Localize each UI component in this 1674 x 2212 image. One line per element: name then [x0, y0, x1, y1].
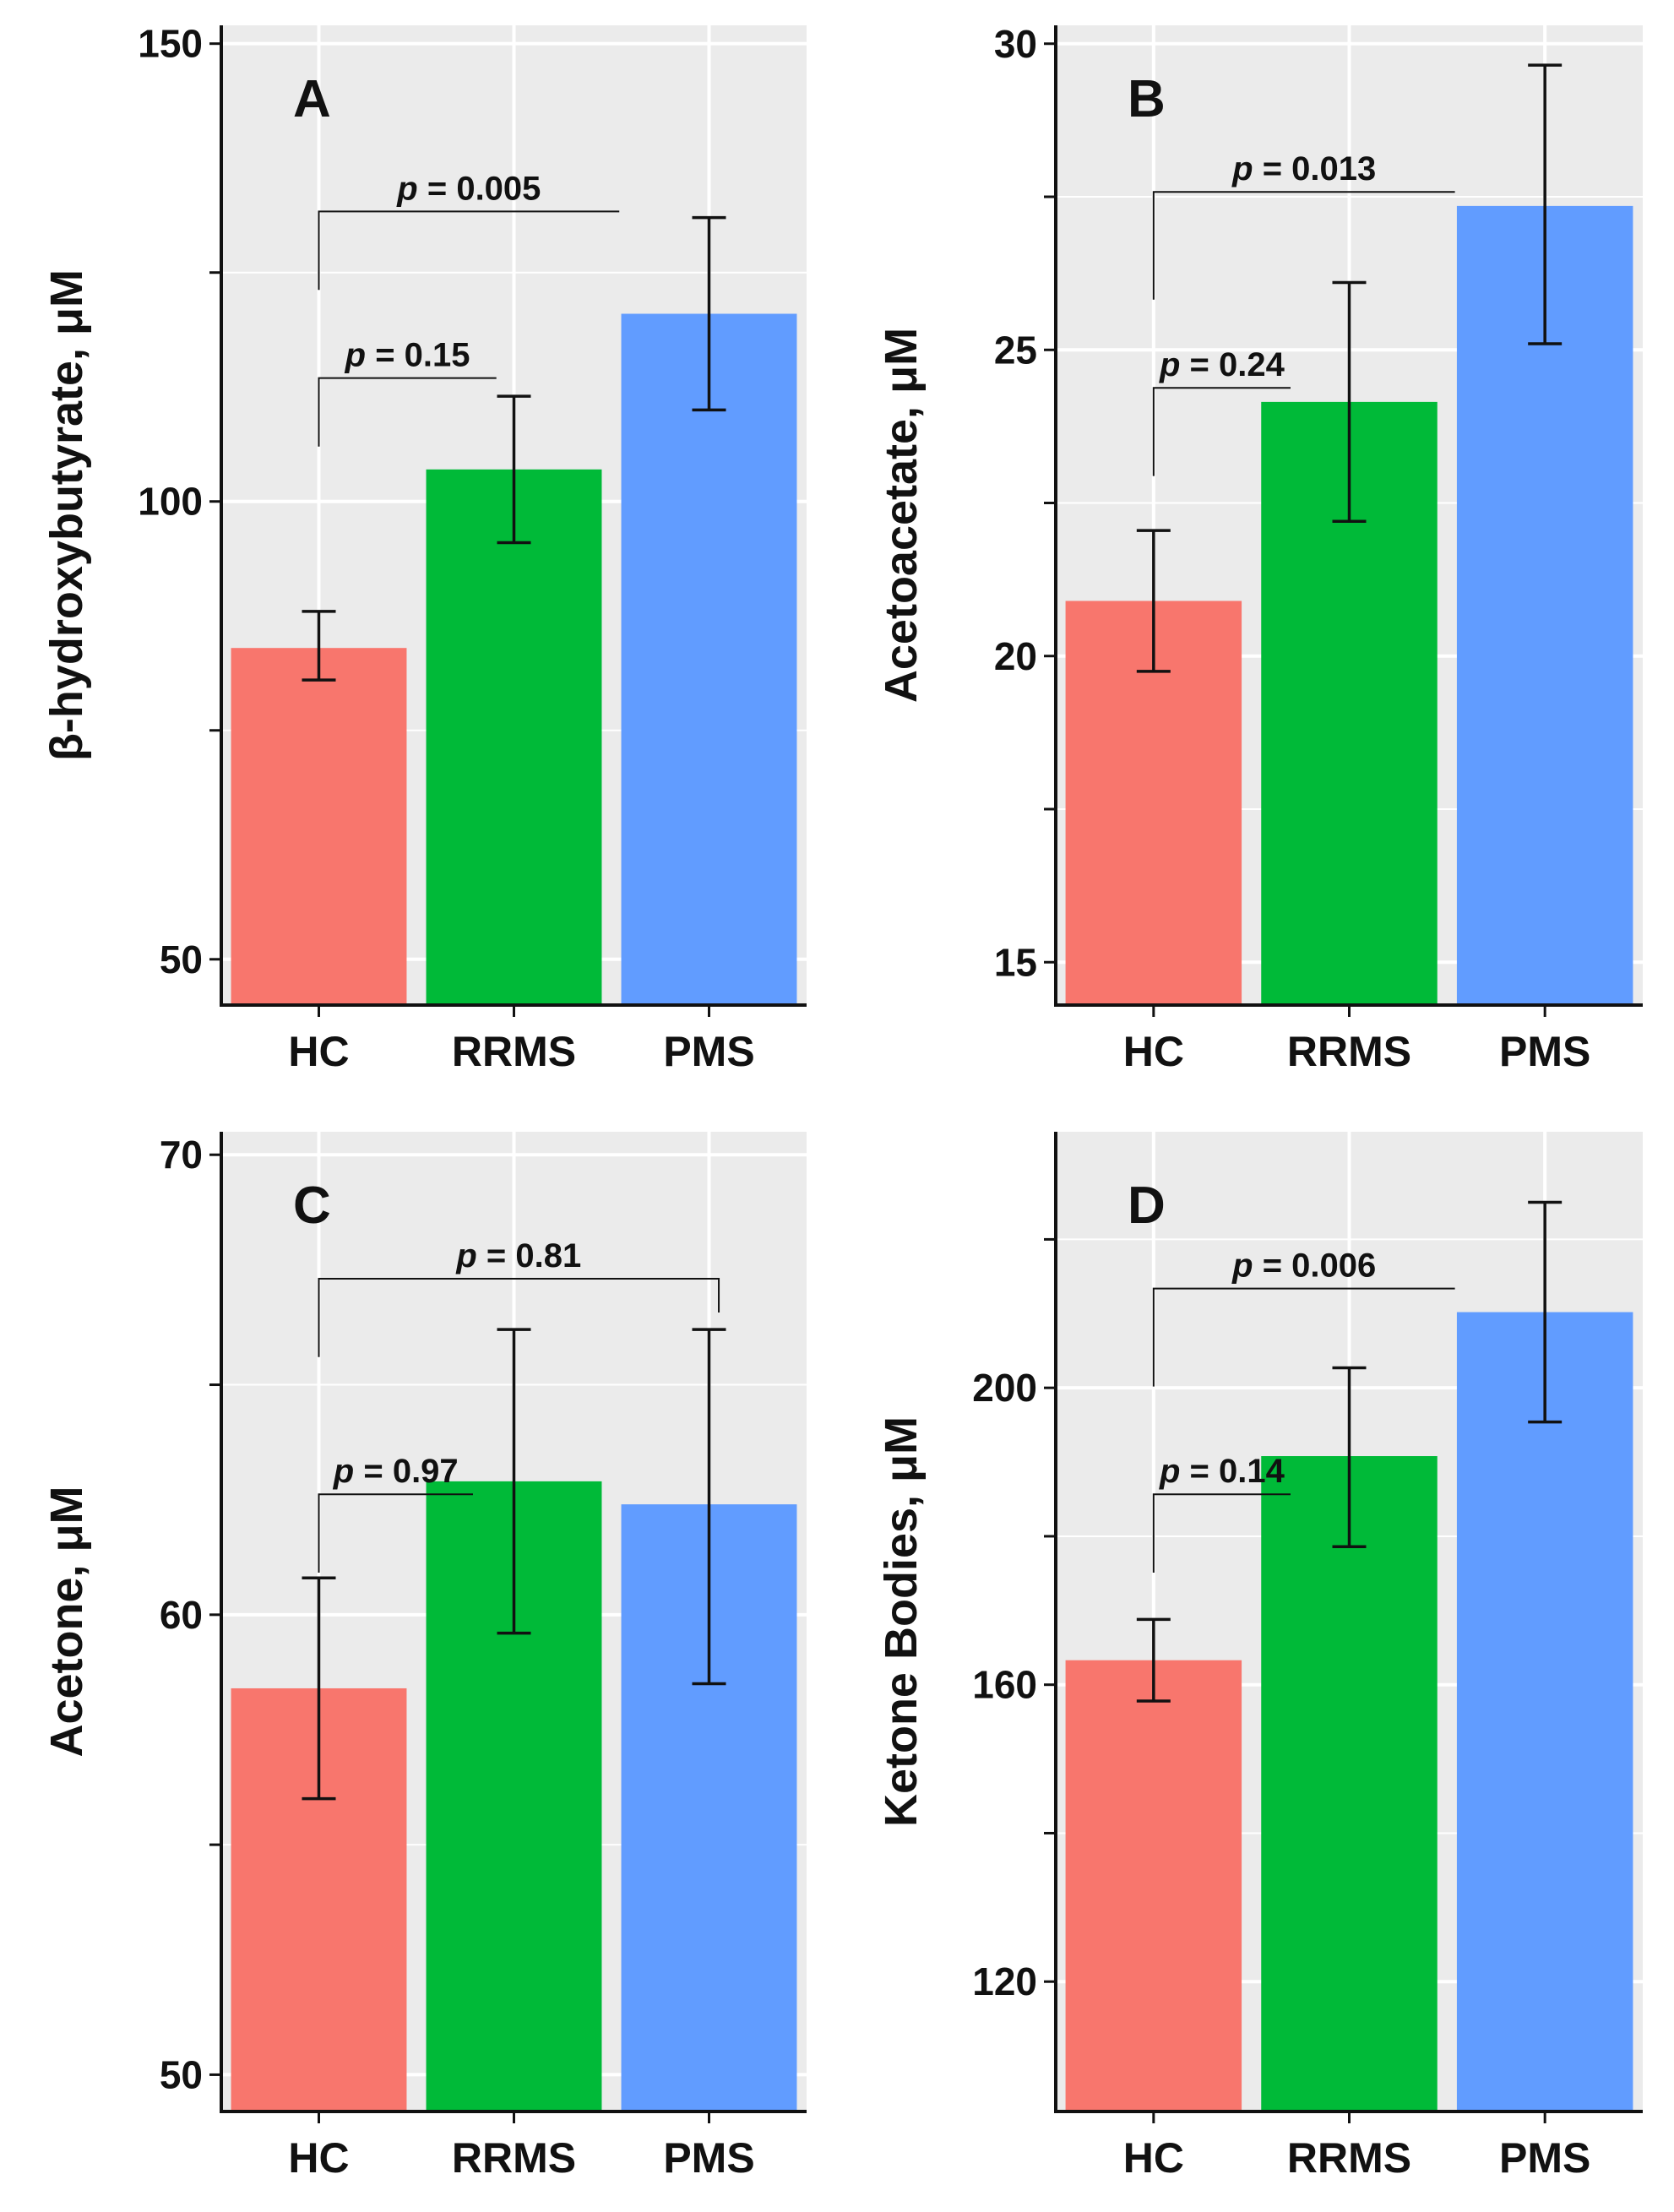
p-symbol: p [1159, 1453, 1180, 1490]
comparison-bracket-1: p = 0.24 [1152, 346, 1291, 476]
comparison-bracket-2: p = 0.006 [1152, 1247, 1455, 1387]
y-tick-label: 50 [160, 2052, 203, 2096]
bar-rrms [426, 469, 602, 1005]
panel-letter: A [293, 70, 331, 128]
x-tick-label-pms: PMS [663, 2134, 754, 2182]
p-value-text: = 0.005 [418, 170, 541, 207]
y-tick-label: 120 [972, 1959, 1037, 2003]
y-tick-label: 160 [972, 1663, 1037, 1707]
error-bar-rrms [497, 1328, 531, 1635]
bar-rrms [1261, 1456, 1438, 2111]
bar-hc [231, 648, 407, 1005]
bracket-line [318, 1493, 473, 1573]
y-tick-label: 50 [160, 938, 203, 981]
bracket-line [318, 1278, 720, 1357]
bar-hc [1065, 1660, 1242, 2111]
p-value-text: = 0.81 [477, 1237, 581, 1274]
y-tick-label: 200 [972, 1366, 1037, 1410]
p-symbol: p [1231, 150, 1253, 188]
y-tick-label: 30 [994, 22, 1037, 66]
p-value-label: p = 0.24 [1159, 346, 1285, 383]
comparison-bracket-1: p = 0.14 [1152, 1453, 1291, 1573]
y-axis-label: β-hydroxybutyrate, μM [41, 269, 92, 761]
y-tick-label: 60 [160, 1593, 203, 1637]
bracket-line [1152, 387, 1291, 476]
bar-pms [621, 313, 797, 1005]
p-value-text: = 0.15 [366, 337, 470, 374]
p-symbol: p [333, 1453, 354, 1490]
p-symbol: p [396, 170, 417, 207]
panel-letter: B [1128, 70, 1166, 128]
p-value-label: p = 0.15 [345, 337, 470, 374]
error-bar-hc [1136, 1617, 1171, 1703]
p-symbol: p [1231, 1247, 1253, 1285]
x-tick-label-pms: PMS [1499, 2134, 1590, 2182]
p-symbol: p [345, 337, 366, 374]
p-value-label: p = 0.005 [396, 170, 541, 207]
error-bar-rrms [497, 394, 531, 545]
x-tick-label-hc: HC [1123, 1028, 1184, 1075]
p-value-text: = 0.013 [1253, 150, 1377, 188]
comparison-bracket-1: p = 0.15 [318, 337, 497, 447]
y-tick-label: 70 [160, 1133, 203, 1177]
p-value-label: p = 0.14 [1159, 1453, 1285, 1490]
error-bar-rrms [1332, 1366, 1367, 1548]
x-tick-label-rrms: RRMS [452, 2134, 576, 2182]
y-tick-label: 25 [994, 328, 1037, 372]
x-tick-label-hc: HC [1123, 2134, 1184, 2182]
p-symbol: p [1159, 346, 1180, 383]
panel-letter: C [293, 1177, 331, 1235]
bracket-line [1152, 191, 1455, 300]
x-tick-label-rrms: RRMS [1287, 1028, 1411, 1075]
p-value-text: = 0.006 [1253, 1247, 1377, 1285]
bracket-line [1152, 1493, 1291, 1573]
y-axis-label: Acetoacetate, μM [876, 328, 927, 703]
bar-pms [1456, 1312, 1633, 2111]
comparison-bracket-2: p = 0.013 [1152, 150, 1455, 300]
y-axis-label: Ketone Bodies, μM [876, 1416, 927, 1827]
y-tick-label: 15 [994, 940, 1037, 984]
y-tick-label: 100 [138, 480, 203, 524]
bracket-line [318, 210, 620, 291]
p-value-text: = 0.14 [1180, 1453, 1285, 1490]
bracket-line [1152, 1287, 1455, 1387]
p-value-text: = 0.24 [1180, 346, 1285, 383]
x-tick-label-hc: HC [288, 2134, 349, 2182]
p-value-label: p = 0.006 [1231, 1247, 1376, 1285]
y-tick-label: 150 [138, 22, 203, 66]
p-value-text: = 0.97 [354, 1453, 458, 1490]
error-bar-hc [1136, 529, 1171, 673]
x-tick-label-rrms: RRMS [1287, 2134, 1411, 2182]
comparison-bracket-1: p = 0.97 [318, 1453, 473, 1573]
x-tick-label-pms: PMS [1499, 1028, 1590, 1075]
p-value-label: p = 0.013 [1231, 150, 1376, 188]
error-bar-pms [1528, 1200, 1563, 1424]
error-bar-pms [692, 215, 726, 412]
comparison-bracket-2: p = 0.81 [318, 1237, 720, 1357]
error-bar-pms [1528, 63, 1563, 345]
y-axis-label: Acetone, μM [41, 1486, 92, 1757]
error-bar-rrms [1332, 280, 1367, 523]
y-tick-label: 20 [994, 634, 1037, 678]
p-value-label: p = 0.81 [455, 1237, 581, 1274]
error-bar-pms [692, 1328, 726, 1686]
error-bar-hc [302, 1576, 336, 1801]
x-tick-label-hc: HC [288, 1028, 349, 1075]
x-tick-label-rrms: RRMS [452, 1028, 576, 1075]
p-symbol: p [455, 1237, 476, 1274]
bracket-line [318, 377, 497, 447]
p-value-label: p = 0.97 [333, 1453, 459, 1490]
panel-letter: D [1128, 1177, 1166, 1235]
error-bar-hc [302, 610, 336, 682]
comparison-bracket-2: p = 0.005 [318, 170, 620, 291]
x-tick-label-pms: PMS [663, 1028, 754, 1075]
